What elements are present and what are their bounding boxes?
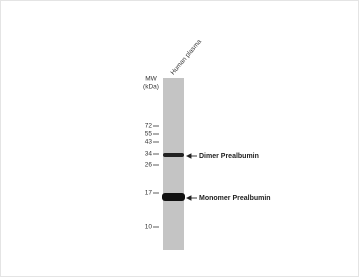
lane — [163, 78, 184, 250]
marker-label: 10 — [145, 224, 153, 231]
band-label: Monomer Prealbumin — [199, 195, 271, 202]
blot-figure: Human plasma MW (kDa) 72 55 43 34 26 17 … — [0, 0, 359, 277]
mw-label: MW — [145, 76, 157, 83]
band-dimer — [163, 153, 184, 157]
band-monomer — [162, 193, 185, 201]
band-label: Dimer Prealbumin — [199, 153, 259, 160]
mw-unit: (kDa) — [143, 84, 159, 91]
marker-label: 55 — [145, 131, 153, 138]
marker-label: 43 — [145, 139, 153, 146]
marker-label: 26 — [145, 162, 153, 169]
marker-label: 72 — [145, 123, 153, 130]
marker-label: 34 — [145, 151, 153, 158]
marker-label: 17 — [145, 190, 153, 197]
